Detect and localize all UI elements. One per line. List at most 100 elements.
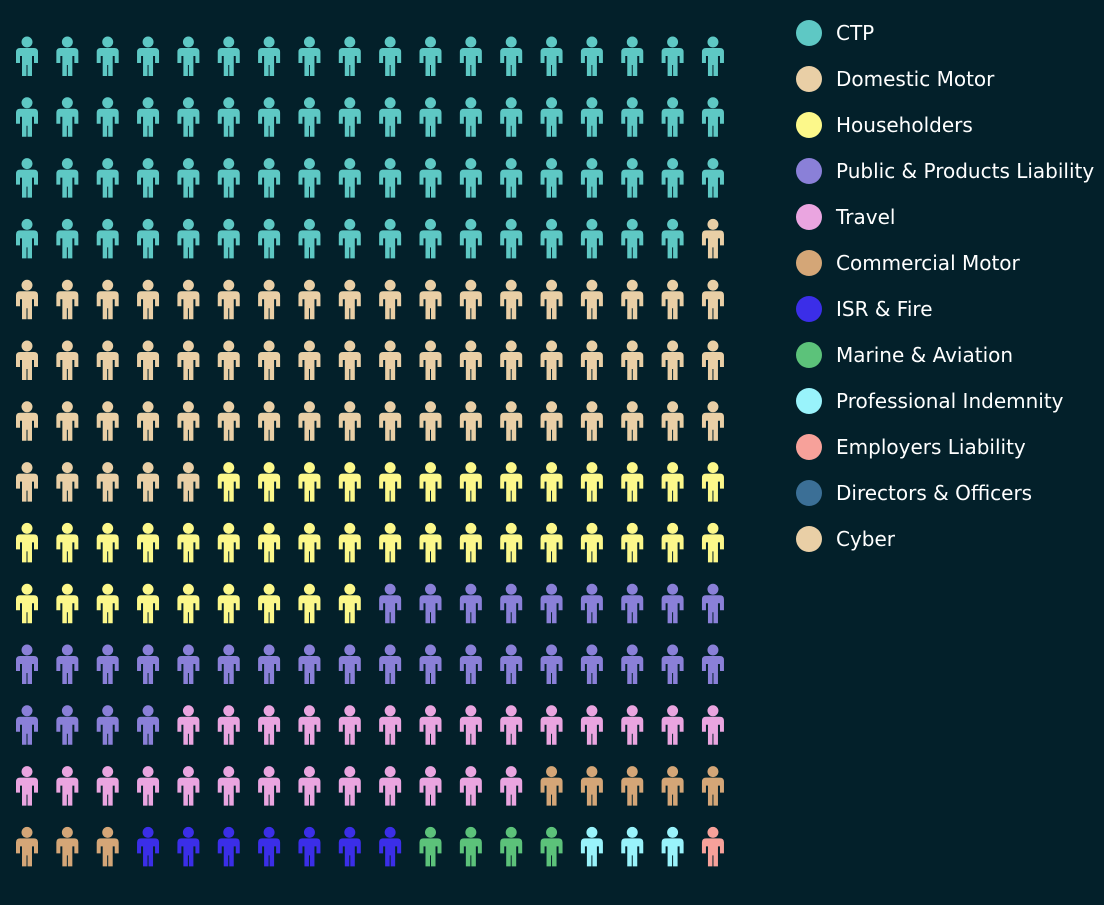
person-icon — [661, 158, 684, 198]
person-icon — [540, 218, 563, 259]
legend-swatch — [796, 112, 822, 138]
person-icon — [379, 401, 402, 441]
person-icon — [56, 158, 79, 198]
person-icon — [56, 462, 79, 502]
person-icon — [96, 644, 119, 684]
person-icon — [177, 218, 200, 259]
person-icon — [177, 826, 200, 867]
person-icon — [661, 705, 684, 745]
person-icon — [258, 462, 281, 502]
person-icon — [379, 218, 402, 259]
person-icon — [217, 340, 240, 380]
person-icon — [96, 583, 119, 624]
person-icon — [459, 705, 482, 745]
person-icon — [298, 522, 321, 563]
person-icon — [621, 279, 644, 320]
person-icon — [459, 826, 482, 867]
person-icon — [419, 462, 442, 502]
person-icon — [500, 644, 523, 684]
person-icon — [540, 158, 563, 198]
legend-swatch — [796, 158, 822, 184]
person-icon — [96, 36, 119, 76]
person-icon — [338, 522, 361, 563]
person-icon — [621, 36, 644, 76]
legend-swatch — [796, 526, 822, 552]
person-icon — [16, 705, 38, 745]
person-icon — [621, 218, 644, 259]
person-icon — [217, 766, 240, 806]
person-icon — [258, 97, 281, 137]
person-icon — [338, 97, 361, 137]
person-icon — [661, 401, 684, 441]
person-icon — [459, 644, 482, 684]
person-icon — [16, 218, 38, 259]
person-icon — [217, 36, 240, 76]
person-icon — [96, 218, 119, 259]
person-icon — [500, 583, 523, 624]
person-icon — [419, 583, 442, 624]
person-icon — [217, 644, 240, 684]
person-icon — [500, 401, 523, 441]
category-icons — [16, 462, 724, 624]
person-icon — [217, 826, 240, 867]
person-icon — [580, 158, 603, 198]
person-icon — [379, 644, 402, 684]
person-icon — [580, 97, 603, 137]
person-icon — [661, 644, 684, 684]
legend-item: Domestic Motor — [796, 56, 1096, 102]
person-icon — [217, 158, 240, 198]
person-icon — [16, 36, 38, 76]
person-icon — [580, 826, 603, 867]
person-icon — [580, 36, 603, 76]
person-icon — [56, 766, 79, 806]
person-icon — [500, 522, 523, 563]
person-icon — [298, 462, 321, 502]
person-icon — [459, 583, 482, 624]
person-icon — [701, 644, 724, 684]
person-icon — [258, 279, 281, 320]
person-icon — [701, 158, 724, 198]
person-icon — [258, 766, 281, 806]
person-icon — [379, 766, 402, 806]
person-icon — [137, 97, 160, 137]
person-icon — [540, 36, 563, 76]
person-icon — [459, 97, 482, 137]
person-icon — [379, 279, 402, 320]
person-icon — [177, 644, 200, 684]
person-icon — [338, 401, 361, 441]
legend-swatch — [796, 250, 822, 276]
person-icon — [701, 522, 724, 563]
category-icons — [701, 826, 724, 867]
person-icon — [298, 340, 321, 380]
person-icon — [580, 522, 603, 563]
person-icon — [661, 826, 684, 867]
person-icon — [96, 279, 119, 320]
person-icon — [16, 522, 38, 563]
person-icon — [137, 583, 160, 624]
person-icon — [16, 279, 38, 320]
person-icon — [701, 462, 724, 502]
person-icon — [701, 279, 724, 320]
person-icon — [661, 583, 684, 624]
person-icon — [96, 462, 119, 502]
person-icon — [96, 340, 119, 380]
person-icon — [661, 340, 684, 380]
person-icon — [177, 583, 200, 624]
person-icon — [621, 97, 644, 137]
person-icon — [338, 279, 361, 320]
legend-item: Professional Indemnity — [796, 378, 1096, 424]
person-icon — [16, 583, 38, 624]
person-icon — [96, 826, 119, 867]
person-icon — [621, 644, 644, 684]
person-icon — [16, 401, 38, 441]
legend-item: Householders — [796, 102, 1096, 148]
person-icon — [419, 279, 442, 320]
legend-label: Householders — [836, 113, 973, 137]
person-icon — [217, 522, 240, 563]
person-icon — [56, 644, 79, 684]
person-icon — [16, 158, 38, 198]
person-icon — [540, 279, 563, 320]
person-icon — [298, 97, 321, 137]
person-icon — [500, 462, 523, 502]
